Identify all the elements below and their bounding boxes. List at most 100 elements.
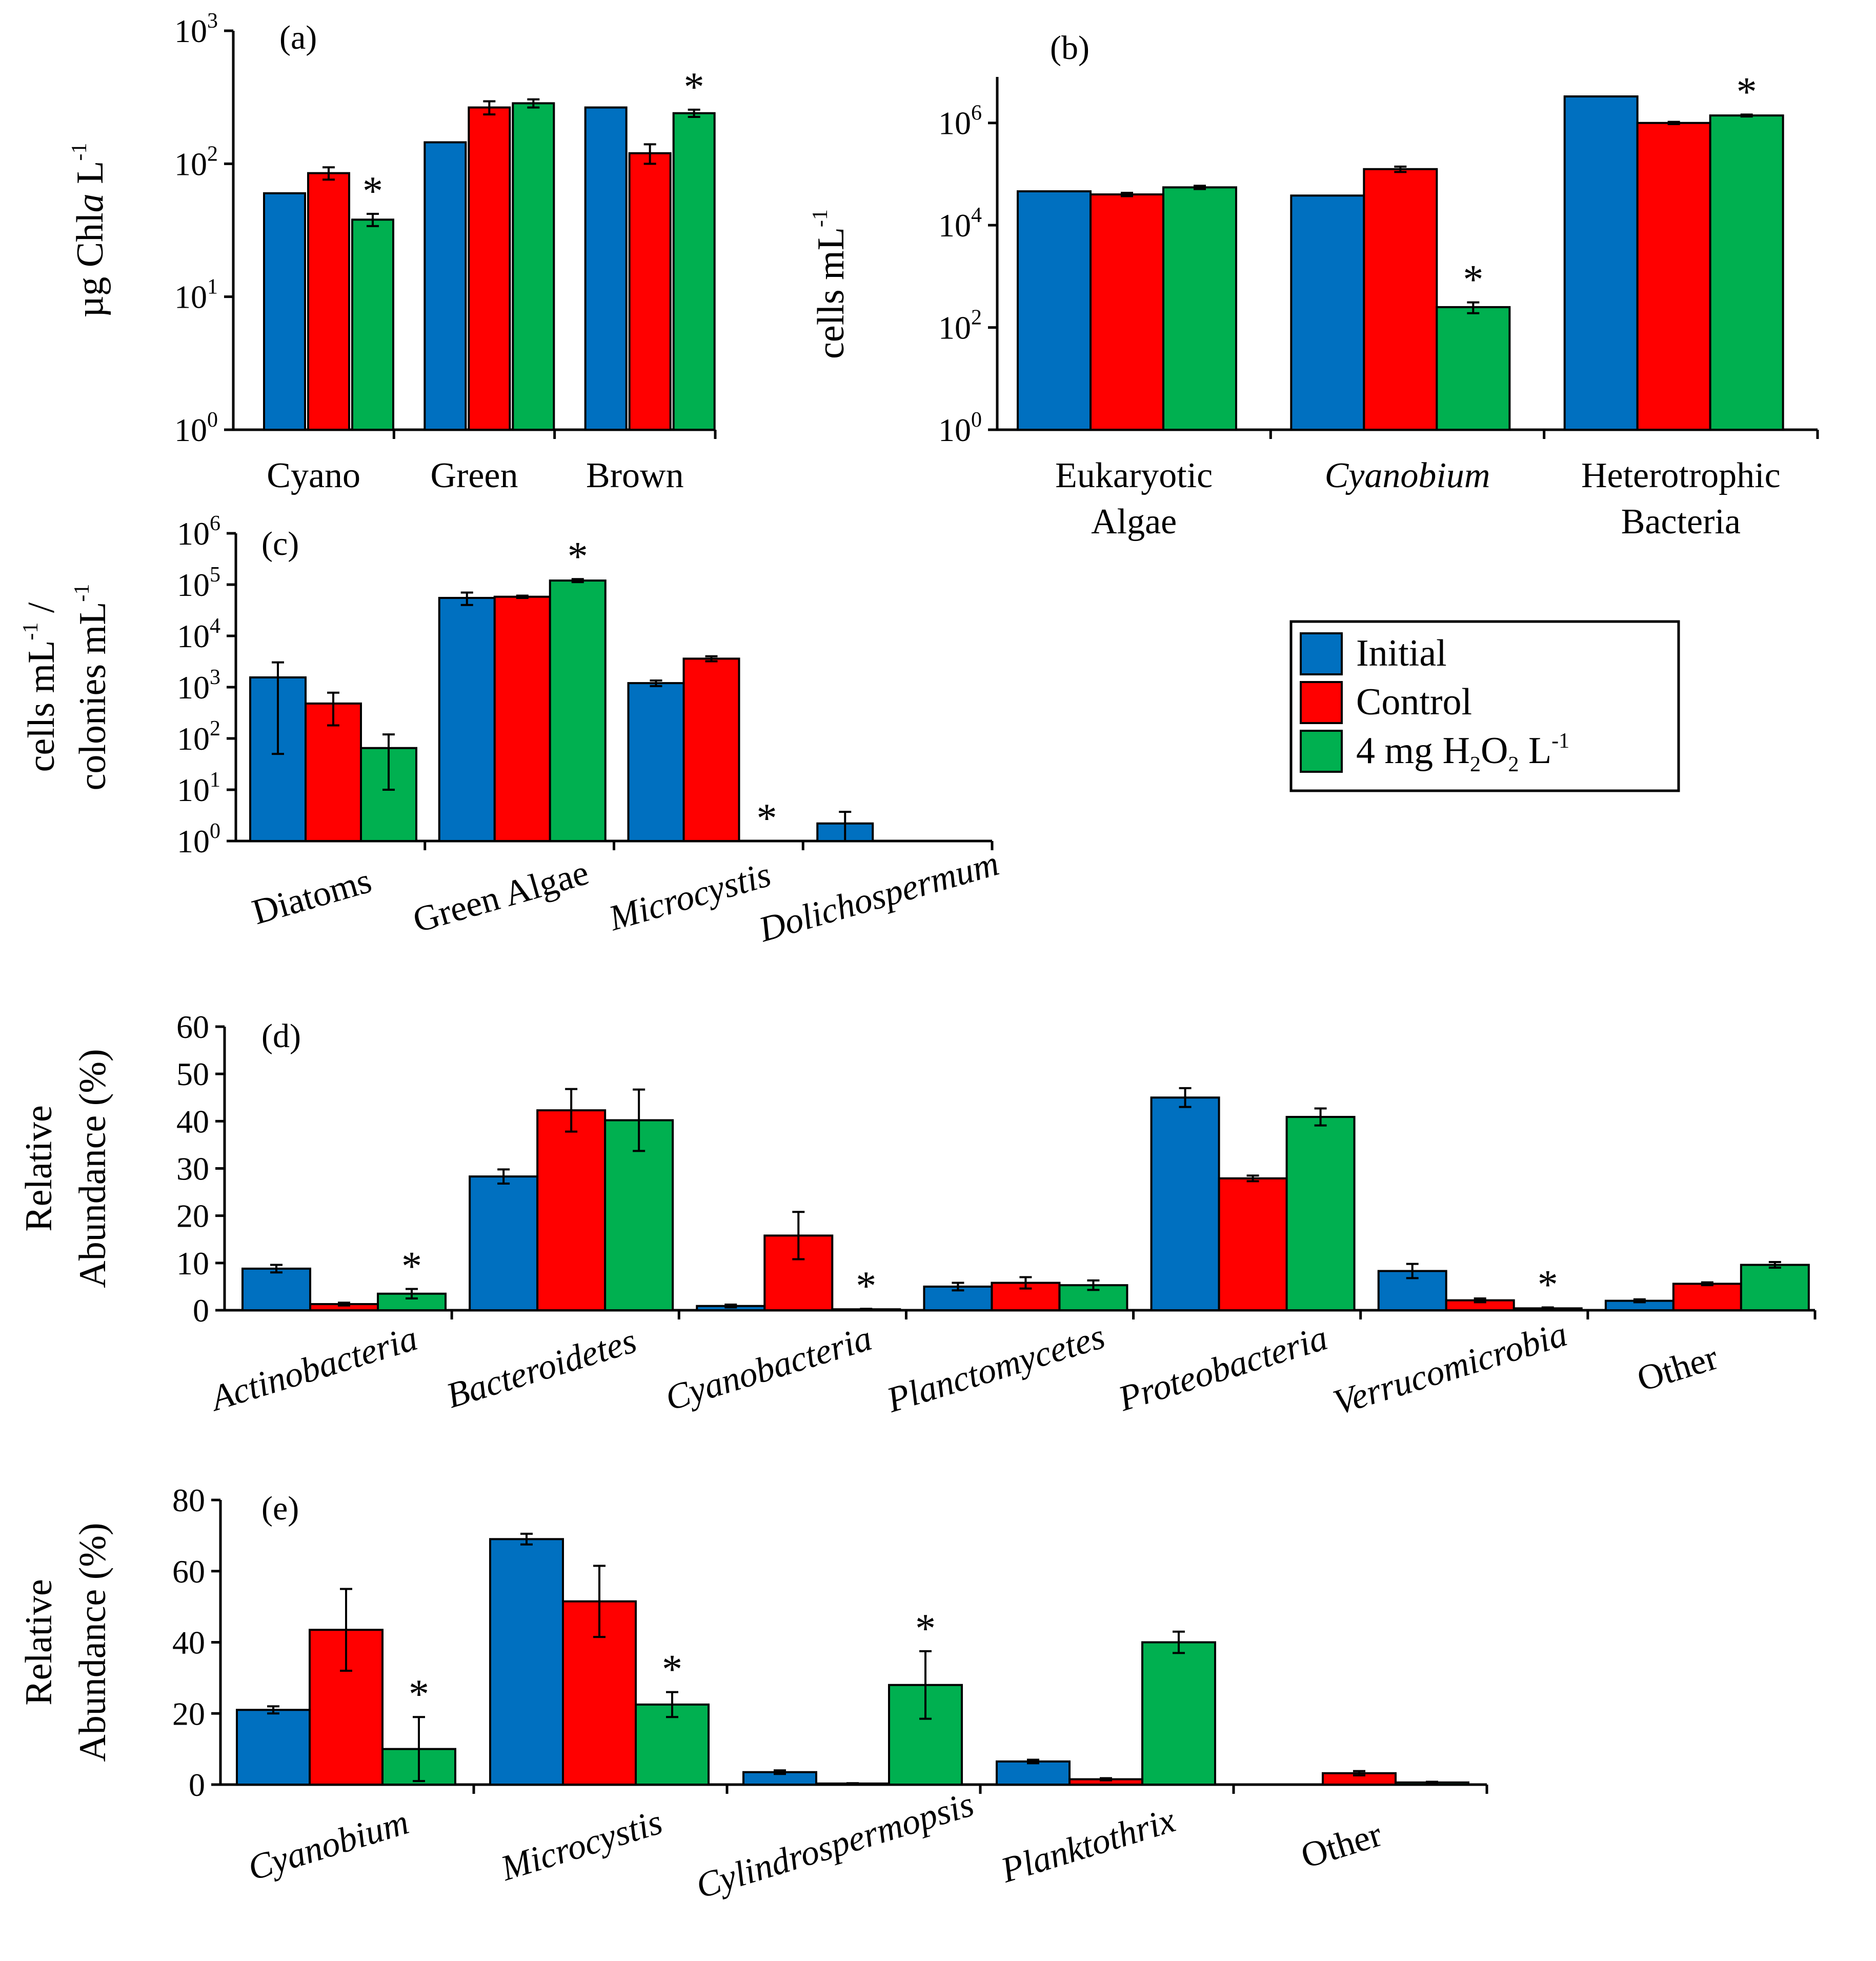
bar-d-4-0 <box>1150 1096 1220 1311</box>
bar-b-2-1 <box>1636 122 1711 431</box>
y-axis-label-text: µg Chl <box>69 212 111 317</box>
x-category-label: Cyano <box>267 456 360 495</box>
y-tick-label-exp: 6 <box>971 102 982 125</box>
y-axis-label-line2: Abundance (%) <box>72 1049 114 1288</box>
bar-d-6-2 <box>1740 1264 1810 1312</box>
x-category-label: Other <box>1632 1337 1722 1399</box>
legend-h2o2-prefix: 4 mg H <box>1356 730 1470 772</box>
legend: Initial Control 4 mg H2O2 L-1 <box>1289 620 1680 792</box>
x-category-label: Cyanobacteria <box>661 1318 876 1418</box>
y-tick-label-base: 10 <box>174 13 207 49</box>
bar-e-3-0 <box>996 1760 1071 1786</box>
y-tick-label: 100 <box>177 819 220 859</box>
bar-c-1-2 <box>549 579 607 843</box>
legend-h2o2-sub1: 2 <box>1470 753 1481 776</box>
y-axis-label-unit: L <box>69 161 111 194</box>
y-tick-label: 100 <box>174 408 218 448</box>
y-tick-label: 40 <box>176 1103 209 1139</box>
x-category-label: Green Algae <box>409 853 593 941</box>
x-category-label: Microcystis <box>604 855 775 939</box>
x-category-label: Green <box>430 456 518 495</box>
y-tick-label-exp: 2 <box>971 306 982 330</box>
x-category-label: Diatoms <box>248 861 376 932</box>
y-tick-label: 0 <box>193 1292 209 1329</box>
panel-d: 0 10 20 30 40 50 60 Relative Abundance (%) (d) Act… <box>18 1009 1817 1423</box>
y-axis-label-line1: cells mL-1 / <box>19 602 63 772</box>
bar-b-1-0 <box>1290 194 1365 431</box>
bar-a-0-0 <box>263 192 306 431</box>
bar-a-2-1 <box>628 152 672 431</box>
significance-star: * <box>568 534 588 579</box>
significance-star: * <box>1737 69 1757 114</box>
significance-star: * <box>409 1672 429 1717</box>
x-category-label: Other <box>1297 1814 1386 1876</box>
legend-swatch-h2o2 <box>1300 730 1343 773</box>
y-tick-label-base: 10 <box>177 721 210 757</box>
panel-label: (e) <box>261 1490 299 1527</box>
legend-swatch-initial <box>1300 632 1343 675</box>
bar-c-1-1 <box>493 595 551 843</box>
significance-star: * <box>401 1244 422 1289</box>
bar-c-2-1 <box>682 657 740 842</box>
significance-star: * <box>1463 257 1483 303</box>
y-tick-label-base: 10 <box>174 279 207 315</box>
y-tick-label: 104 <box>938 204 982 244</box>
y-tick-label-base: 10 <box>938 105 971 142</box>
y-tick-label-base: 10 <box>938 207 971 244</box>
y-axis-label-line2: colonies mL-1 <box>70 584 114 791</box>
y-tick-label: 100 <box>938 408 982 448</box>
x-category-label: Bacteria <box>1621 502 1741 542</box>
y-tick-label-exp: 6 <box>210 512 220 535</box>
x-category-label: Planctomycetes <box>882 1316 1110 1420</box>
legend-label-initial: Initial <box>1356 632 1447 674</box>
y-axis-label: cells mL-1 <box>809 209 852 359</box>
y-tick-label-base: 10 <box>177 515 210 552</box>
panel-label: (d) <box>261 1017 301 1055</box>
y-tick-label-base: 10 <box>938 412 971 448</box>
y-tick-label-base: 10 <box>177 669 210 706</box>
x-category-label: Heterotrophic <box>1581 456 1781 495</box>
significance-star: * <box>662 1647 682 1692</box>
y-tick-label: 103 <box>177 666 220 706</box>
significance-star: * <box>757 796 777 841</box>
bar-a-1-2 <box>512 102 555 431</box>
x-category-label: Cylindrospermopsis <box>692 1785 978 1907</box>
bar-b-0-1 <box>1090 193 1164 431</box>
significance-star: * <box>1538 1262 1558 1307</box>
y-tick-label: 20 <box>172 1695 205 1732</box>
y-tick-label: 101 <box>174 275 218 315</box>
x-category-label: Cyanobium <box>1325 456 1490 495</box>
bar-d-4-2 <box>1285 1116 1356 1311</box>
y-tick-label: 102 <box>177 717 220 757</box>
x-category-label: Proteobacteria <box>1114 1318 1332 1419</box>
y-tick-label-exp: 0 <box>207 408 218 432</box>
y-tick-label: 104 <box>177 614 220 654</box>
bar-d-1-1 <box>536 1109 607 1311</box>
y-tick-label: 102 <box>938 306 982 346</box>
y-tick-label-base: 10 <box>177 567 210 603</box>
y-tick-label-exp: 1 <box>207 275 218 299</box>
significance-star: * <box>362 169 383 214</box>
y-axis-label: µg Chla L-1 <box>68 143 111 318</box>
bar-a-1-1 <box>468 106 511 431</box>
x-category-label: Planktothrix <box>996 1800 1180 1891</box>
y-axis-label-line1: Relative <box>18 1105 60 1232</box>
y-tick-label-exp: 5 <box>210 563 220 587</box>
y-tick-label-exp: 2 <box>207 142 218 166</box>
bar-d-4-1 <box>1218 1177 1288 1311</box>
significance-star: * <box>915 1606 936 1651</box>
y-axis-label-line1: Relative <box>18 1579 60 1706</box>
y-tick-label-base: 10 <box>177 618 210 654</box>
y-tick-label-base: 10 <box>174 412 207 448</box>
bar-b-0-0 <box>1017 190 1092 431</box>
legend-h2o2-sub2: 2 <box>1508 753 1519 776</box>
y-axis-label-italic: a <box>69 193 111 212</box>
y-tick-label-base: 10 <box>177 823 210 859</box>
y-tick-label: 102 <box>174 142 218 182</box>
y-tick-label: 30 <box>176 1151 209 1187</box>
x-category-label: Cyanobium <box>244 1802 413 1888</box>
legend-label-h2o2: 4 mg H2O2 L-1 <box>1356 729 1569 776</box>
x-category-label: Bacteroidetes <box>442 1321 641 1416</box>
